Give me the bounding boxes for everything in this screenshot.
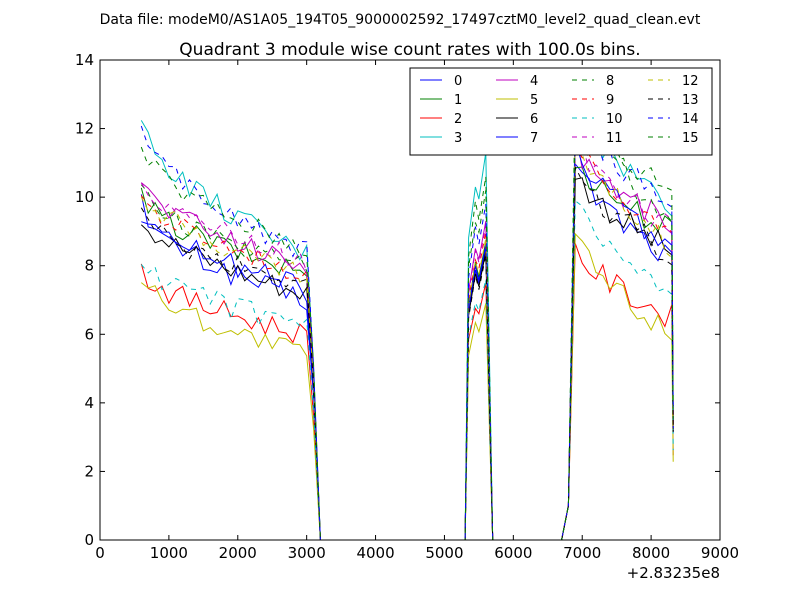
legend-label-9: 9 bbox=[606, 93, 614, 108]
x-tick-label: 9000 bbox=[701, 544, 739, 562]
legend-label-4: 4 bbox=[530, 74, 538, 89]
legend-label-14: 14 bbox=[682, 112, 699, 127]
legend-label-15: 15 bbox=[682, 131, 699, 146]
legend-label-0: 0 bbox=[454, 74, 462, 89]
y-tick-label: 8 bbox=[84, 257, 94, 275]
x-tick-label: 4000 bbox=[356, 544, 394, 562]
x-tick-label: 8000 bbox=[632, 544, 670, 562]
series-line-0 bbox=[141, 162, 674, 540]
x-tick-label: 5000 bbox=[425, 544, 463, 562]
legend-label-11: 11 bbox=[606, 131, 623, 146]
legend-label-5: 5 bbox=[530, 93, 538, 108]
series-line-12 bbox=[140, 132, 674, 540]
y-tick-label: 12 bbox=[75, 120, 94, 138]
series-line-2 bbox=[140, 243, 674, 540]
series-line-10 bbox=[140, 199, 674, 540]
series-line-5 bbox=[140, 232, 674, 540]
x-offset-label: +2.83235e8 bbox=[627, 564, 720, 582]
y-tick-label: 4 bbox=[84, 394, 94, 412]
series-line-1 bbox=[140, 166, 674, 540]
y-tick-label: 2 bbox=[84, 462, 94, 480]
suptitle: Data file: modeM0/AS1A05_194T05_90000025… bbox=[100, 12, 701, 28]
series-line-3 bbox=[140, 113, 674, 540]
legend-label-10: 10 bbox=[606, 112, 623, 127]
legend-label-6: 6 bbox=[530, 112, 538, 127]
legend-label-7: 7 bbox=[530, 131, 538, 146]
x-tick-label: 0 bbox=[95, 544, 105, 562]
y-tick-label: 14 bbox=[75, 51, 94, 69]
series-line-15 bbox=[140, 119, 674, 540]
y-tick-label: 10 bbox=[75, 188, 94, 206]
legend-box bbox=[409, 67, 713, 156]
series-layer bbox=[140, 87, 674, 540]
legend-label-1: 1 bbox=[454, 93, 462, 108]
series-line-14 bbox=[140, 125, 674, 540]
x-tick-label: 1000 bbox=[150, 544, 188, 562]
legend-label-12: 12 bbox=[682, 74, 699, 89]
plot-frame bbox=[99, 59, 721, 541]
series-line-13 bbox=[140, 166, 674, 540]
x-axis: 0 1000 2000 3000 4000 5000 6000 7000 8000 9000 bbox=[95, 60, 739, 562]
series-line-6 bbox=[140, 177, 674, 540]
series-line-4 bbox=[140, 130, 674, 540]
legend-label-3: 3 bbox=[454, 131, 462, 146]
legend-label-13: 13 bbox=[682, 93, 699, 108]
series-line-8 bbox=[140, 87, 674, 540]
y-tick-label: 6 bbox=[84, 325, 94, 343]
x-tick-label: 2000 bbox=[219, 544, 257, 562]
legend-label-8: 8 bbox=[606, 74, 614, 89]
x-tick-label: 6000 bbox=[494, 544, 532, 562]
legend-label-2: 2 bbox=[454, 112, 462, 127]
x-tick-label: 7000 bbox=[563, 544, 601, 562]
chart-title: Quadrant 3 module wise count rates with … bbox=[179, 40, 640, 60]
series-line-9 bbox=[140, 143, 674, 540]
y-tick-label: 0 bbox=[84, 531, 94, 549]
x-tick-label: 3000 bbox=[288, 544, 326, 562]
